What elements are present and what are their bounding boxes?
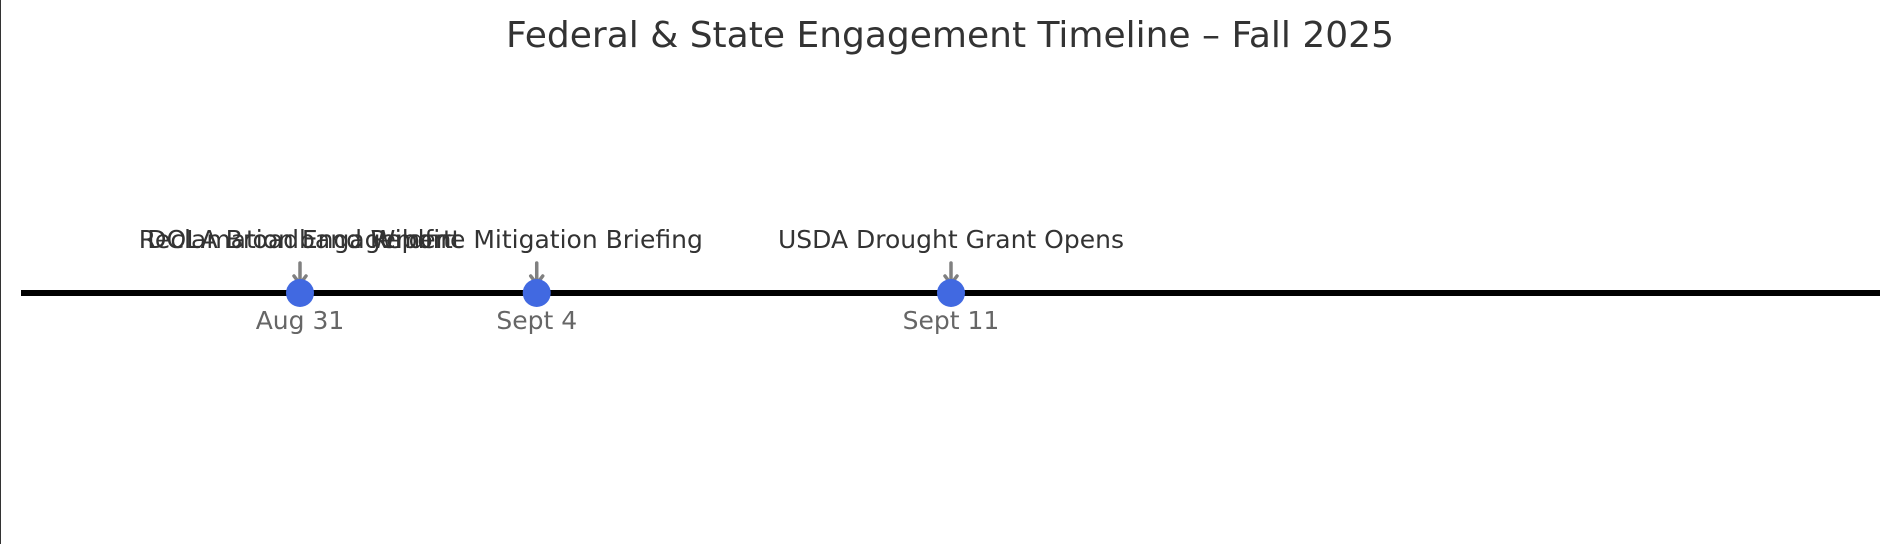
event-label: Reclamation Engagement (139, 225, 462, 254)
event-date-label: Aug 31 (256, 306, 345, 335)
event-marker (937, 279, 965, 307)
timeline-title: Federal & State Engagement Timeline – Fa… (506, 15, 1394, 56)
event-date-label: Sept 4 (496, 306, 577, 335)
left-border (0, 0, 1, 544)
timeline-event: Wildfire Mitigation Briefing Sept 4 (371, 225, 703, 335)
event-marker (522, 279, 551, 307)
event-label: USDA Drought Grant Opens (778, 225, 1124, 254)
event-date-label: Sept 11 (903, 306, 1000, 335)
timeline-event: USDA Drought Grant Opens Sept 11 (778, 225, 1124, 335)
event-label: DOLA Broadband Report (147, 225, 453, 254)
event-marker (286, 279, 314, 307)
event-label: Wildfire Mitigation Briefing (371, 225, 703, 254)
